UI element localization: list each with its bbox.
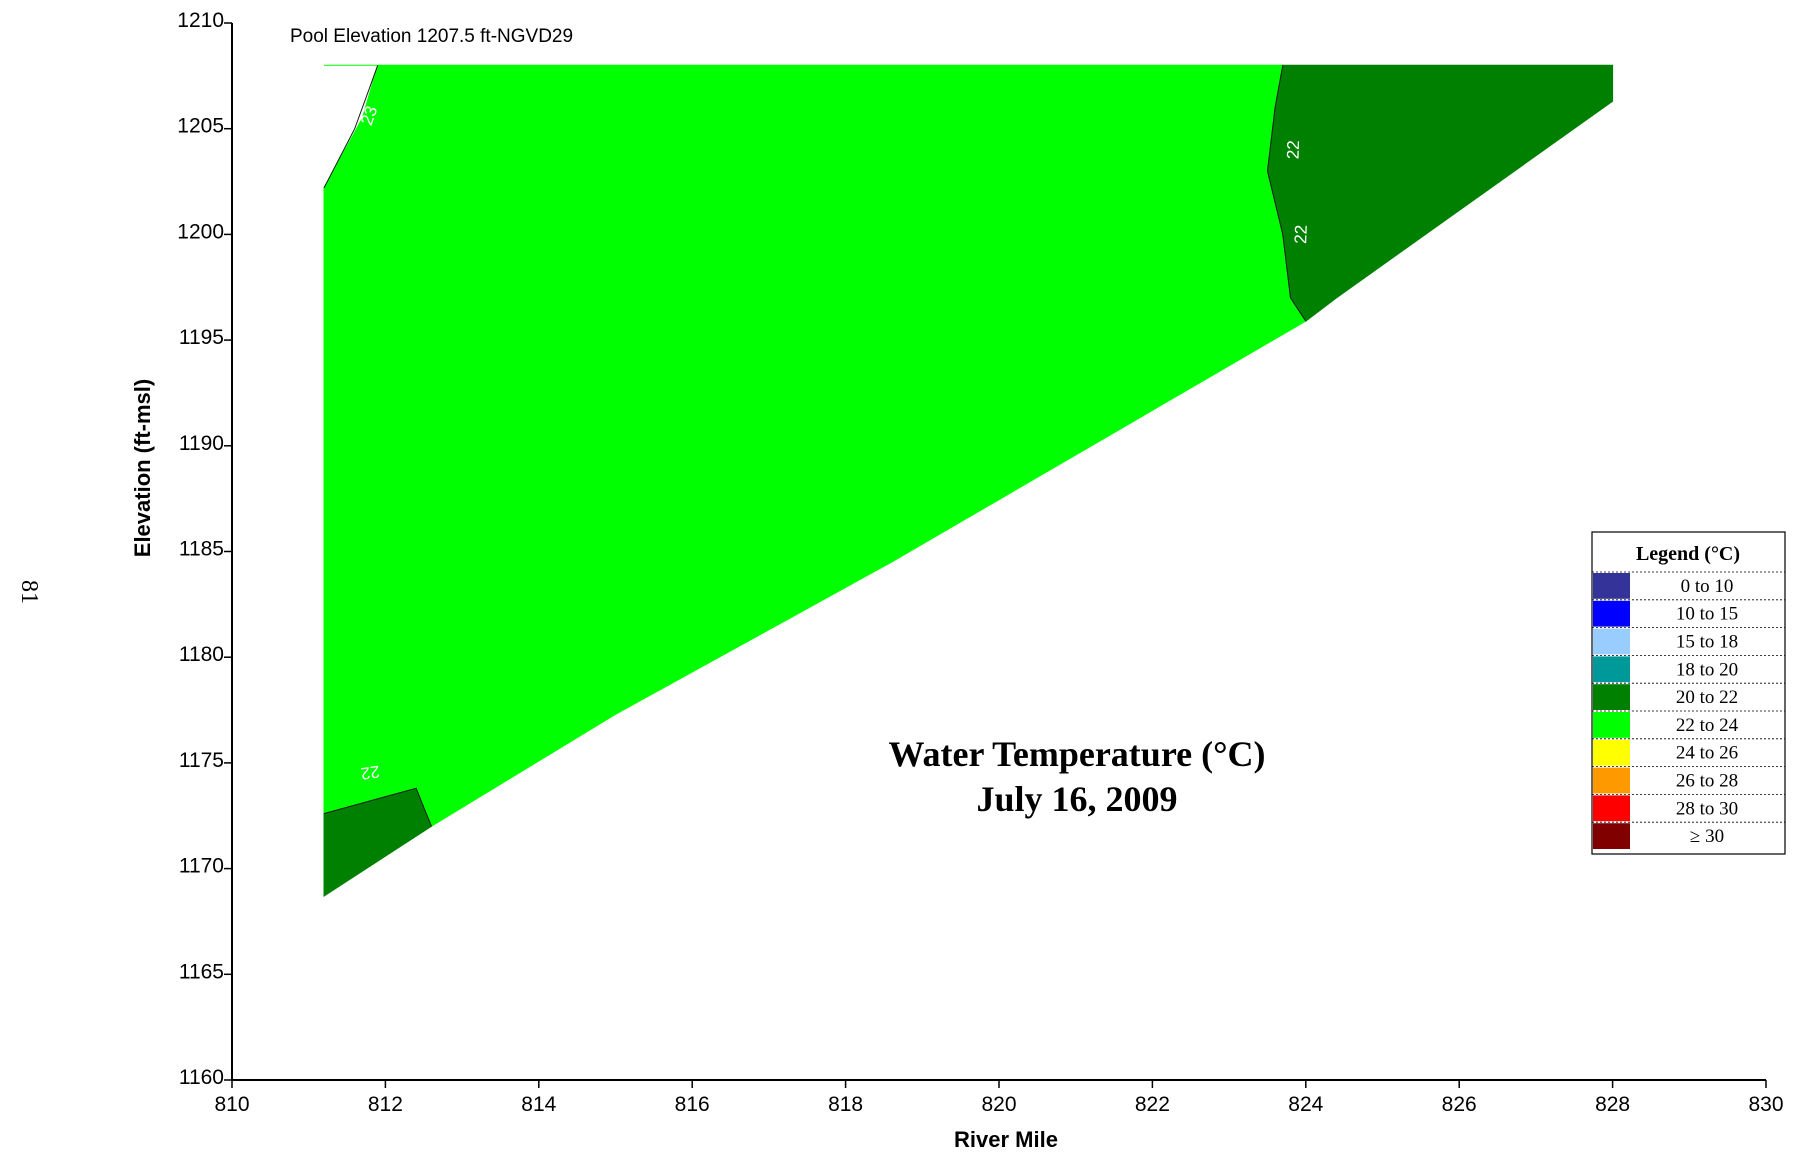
legend-label-9: ≥ 30 <box>1690 826 1724 847</box>
legend-swatch-7 <box>1593 767 1630 794</box>
legend-swatch-3 <box>1593 656 1630 683</box>
pool-elevation-annotation: Pool Elevation 1207.5 ft-NGVD29 <box>290 26 573 47</box>
y-tick-label-1200: 1200 <box>177 220 224 243</box>
y-tick-label-1180: 1180 <box>179 643 224 666</box>
legend-swatch-9 <box>1593 823 1630 849</box>
chart-title-line-1: Water Temperature (°C) <box>889 734 1266 774</box>
legend-swatch-6 <box>1593 739 1630 766</box>
legend: Legend (°C) 0 to 10 10 to 15 15 to 18 18 to… <box>1591 531 1786 855</box>
x-tick-label-812: 812 <box>368 1093 403 1116</box>
x-tick-label-810: 810 <box>214 1093 249 1116</box>
legend-label-5: 22 to 24 <box>1676 715 1739 736</box>
legend-items: 0 to 10 10 to 15 15 to 18 18 to 20 20 to 22 2… <box>1592 571 1785 849</box>
y-tick-label-1195: 1195 <box>179 326 224 349</box>
y-tick-label-1170: 1170 <box>179 855 224 878</box>
x-tick-label-816: 816 <box>675 1093 710 1116</box>
x-tick-label-828: 828 <box>1595 1093 1630 1116</box>
x-tick-label-830: 830 <box>1748 1093 1783 1116</box>
chart-title-line-2: July 16, 2009 <box>976 779 1177 819</box>
y-tick-label-1205: 1205 <box>177 115 224 138</box>
contour-line-23-0 <box>323 65 379 189</box>
legend-swatch-2 <box>1593 628 1630 655</box>
y-axis-ticks: 1160 1165 1170 1175 1180 1185 1190 1195 1200 1205… <box>177 9 232 1089</box>
legend-label-3: 18 to 20 <box>1676 659 1738 680</box>
contour-label-3: 22 <box>360 762 381 783</box>
contour-line-22-1 <box>1266 65 1307 322</box>
region-20-to-22-1 <box>1266 64 1614 322</box>
x-tick-label-822: 822 <box>1135 1093 1170 1116</box>
axes: 810 812 814 816 818 820 822 824 826 828 830 116011… <box>177 9 1783 1116</box>
legend-swatch-4 <box>1593 684 1630 710</box>
x-tick-label-814: 814 <box>521 1093 556 1116</box>
contour-lines <box>323 65 1307 827</box>
y-axis-title: Elevation (ft-msl) <box>130 379 155 557</box>
x-axis-title: River Mile <box>954 1127 1058 1152</box>
x-tick-label-818: 818 <box>828 1093 863 1116</box>
legend-label-1: 10 to 15 <box>1676 604 1738 625</box>
contour-line-22-2 <box>323 787 432 827</box>
legend-label-8: 28 to 30 <box>1676 798 1738 819</box>
legend-label-4: 20 to 22 <box>1676 687 1738 708</box>
x-tick-label-826: 826 <box>1442 1093 1477 1116</box>
y-tick-label-1160: 1160 <box>179 1066 224 1089</box>
legend-swatch-5 <box>1593 712 1630 738</box>
contour-fill-regions <box>323 64 1614 898</box>
x-axis-ticks: 810 812 814 816 818 820 822 824 826 828 830 <box>214 1080 1784 1116</box>
legend-label-2: 15 to 18 <box>1676 632 1738 653</box>
legend-label-0: 0 to 10 <box>1681 576 1734 597</box>
legend-title: Legend (°C) <box>1636 543 1740 565</box>
legend-label-7: 26 to 28 <box>1676 771 1738 792</box>
region-22-to-24-0 <box>323 64 1307 828</box>
legend-swatch-0 <box>1593 573 1630 599</box>
x-tick-label-824: 824 <box>1288 1093 1323 1116</box>
y-tick-label-1185: 1185 <box>179 538 224 561</box>
y-tick-label-1175: 1175 <box>179 749 224 772</box>
y-tick-label-1190: 1190 <box>179 432 224 455</box>
y-tick-label-1210: 1210 <box>177 9 224 32</box>
contour-label-1: 22 <box>1283 140 1303 160</box>
x-tick-label-820: 820 <box>981 1093 1016 1116</box>
y-tick-label-1165: 1165 <box>179 960 224 983</box>
legend-label-6: 24 to 26 <box>1676 743 1738 764</box>
legend-swatch-1 <box>1593 600 1630 627</box>
contour-label-2: 22 <box>1291 225 1311 245</box>
page-number: 81 <box>16 580 42 604</box>
legend-swatch-8 <box>1593 795 1630 822</box>
